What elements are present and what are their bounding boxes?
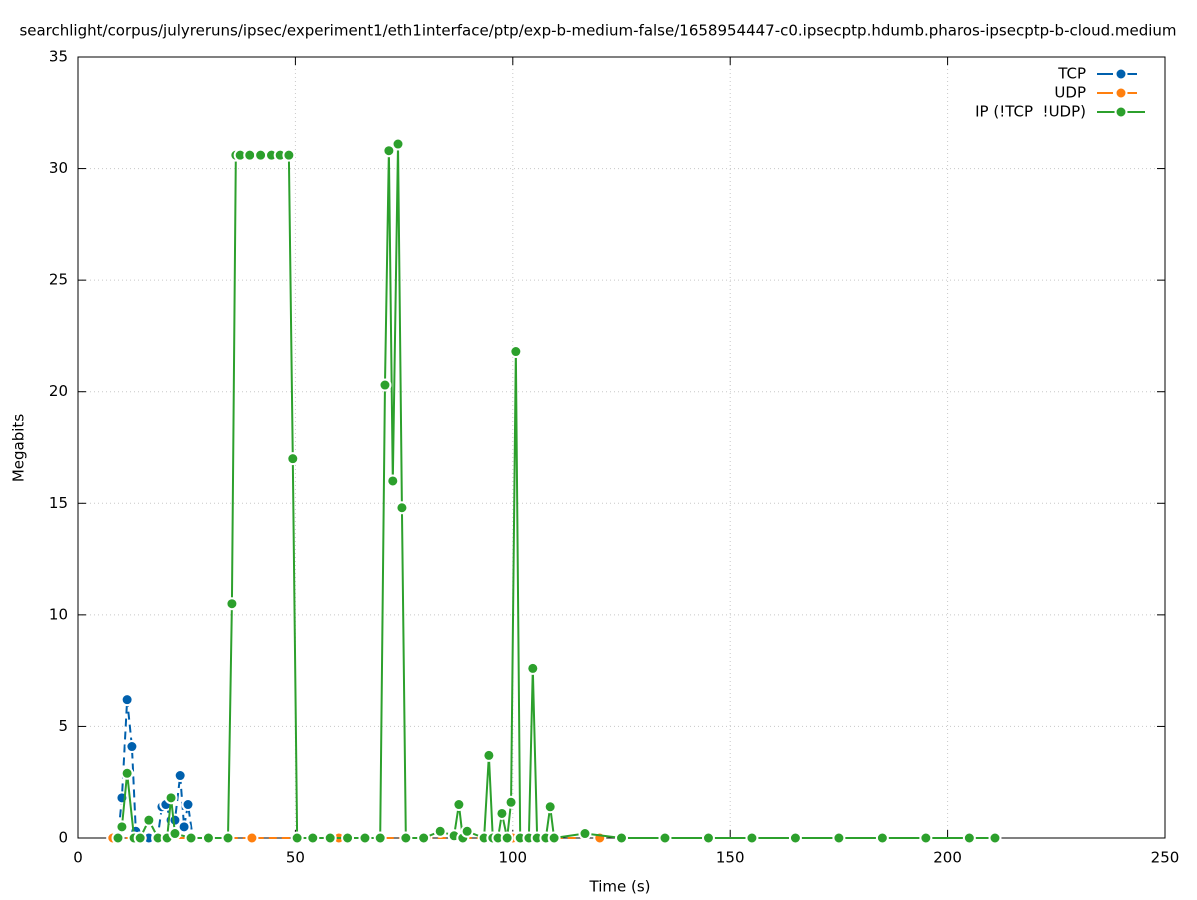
- legend-marker: [1114, 67, 1128, 81]
- data-point: [417, 831, 431, 845]
- x-tick-label: 0: [73, 849, 83, 867]
- x-tick-label: 50: [286, 849, 305, 867]
- data-point: [184, 831, 198, 845]
- data-point: [142, 813, 156, 827]
- x-tick-label: 200: [933, 849, 962, 867]
- data-point: [919, 831, 933, 845]
- legend-marker: [1114, 105, 1128, 119]
- data-point: [115, 820, 129, 834]
- data-point: [547, 831, 561, 845]
- y-tick-label: 5: [58, 717, 68, 735]
- legend-label: TCP: [1057, 65, 1086, 83]
- data-point: [290, 831, 304, 845]
- data-point: [286, 452, 300, 466]
- data-point: [120, 766, 134, 780]
- data-point: [181, 798, 195, 812]
- legend-label: IP (!TCP !UDP): [975, 103, 1086, 121]
- data-point: [245, 831, 259, 845]
- data-point: [386, 474, 400, 488]
- data-point: [615, 831, 628, 845]
- data-point: [323, 831, 337, 845]
- data-point: [177, 820, 191, 834]
- data-point: [225, 597, 239, 611]
- data-point: [395, 501, 409, 515]
- y-tick-label: 15: [49, 494, 68, 512]
- data-point: [745, 831, 759, 845]
- legend-marker: [1114, 86, 1128, 100]
- x-tick-label: 250: [1151, 849, 1180, 867]
- data-point: [482, 748, 496, 762]
- chart-title: searchlight/corpus/julyreruns/ipsec/expe…: [19, 22, 1176, 40]
- data-point: [832, 831, 846, 845]
- data-point: [509, 345, 523, 359]
- data-point: [133, 831, 147, 845]
- data-point: [526, 661, 540, 675]
- data-point: [306, 831, 320, 845]
- plot-frame: [77, 56, 1166, 839]
- y-tick-label: 35: [49, 48, 68, 66]
- data-point: [504, 795, 518, 809]
- data-point: [125, 740, 139, 754]
- data-point: [452, 798, 466, 812]
- data-point: [341, 831, 355, 845]
- data-point: [120, 693, 134, 707]
- data-point: [433, 824, 447, 838]
- data-point: [382, 144, 396, 158]
- data-point: [378, 378, 392, 392]
- y-tick-label: 20: [49, 382, 68, 400]
- data-point: [788, 831, 802, 845]
- legend-label: UDP: [1054, 84, 1086, 102]
- data-point: [495, 806, 509, 820]
- data-point: [460, 824, 474, 838]
- x-tick-label: 150: [716, 849, 745, 867]
- data-point: [243, 148, 257, 162]
- data-point: [500, 831, 514, 845]
- data-point: [358, 831, 372, 845]
- data-point: [875, 831, 889, 845]
- y-axis-label: Megabits: [10, 414, 28, 482]
- data-point: [658, 831, 672, 845]
- x-tick-label: 100: [498, 849, 527, 867]
- y-tick-label: 25: [49, 271, 68, 289]
- data-point: [282, 148, 296, 162]
- data-point: [543, 800, 557, 814]
- data-point: [111, 831, 125, 845]
- x-axis-label: Time (s): [589, 878, 651, 896]
- data-point: [254, 148, 268, 162]
- data-point: [701, 831, 715, 845]
- data-point: [391, 137, 405, 151]
- data-point: [168, 827, 182, 841]
- y-tick-label: 10: [49, 605, 68, 623]
- y-tick-label: 0: [58, 829, 68, 847]
- data-point: [221, 831, 235, 845]
- data-point: [164, 791, 178, 805]
- data-point: [988, 831, 1002, 845]
- y-tick-label: 30: [49, 159, 68, 177]
- data-point: [578, 827, 592, 841]
- data-point: [962, 831, 976, 845]
- series-line: [117, 144, 995, 841]
- data-point: [373, 831, 387, 845]
- data-point: [173, 769, 187, 783]
- data-point: [399, 831, 413, 845]
- data-point: [201, 831, 215, 845]
